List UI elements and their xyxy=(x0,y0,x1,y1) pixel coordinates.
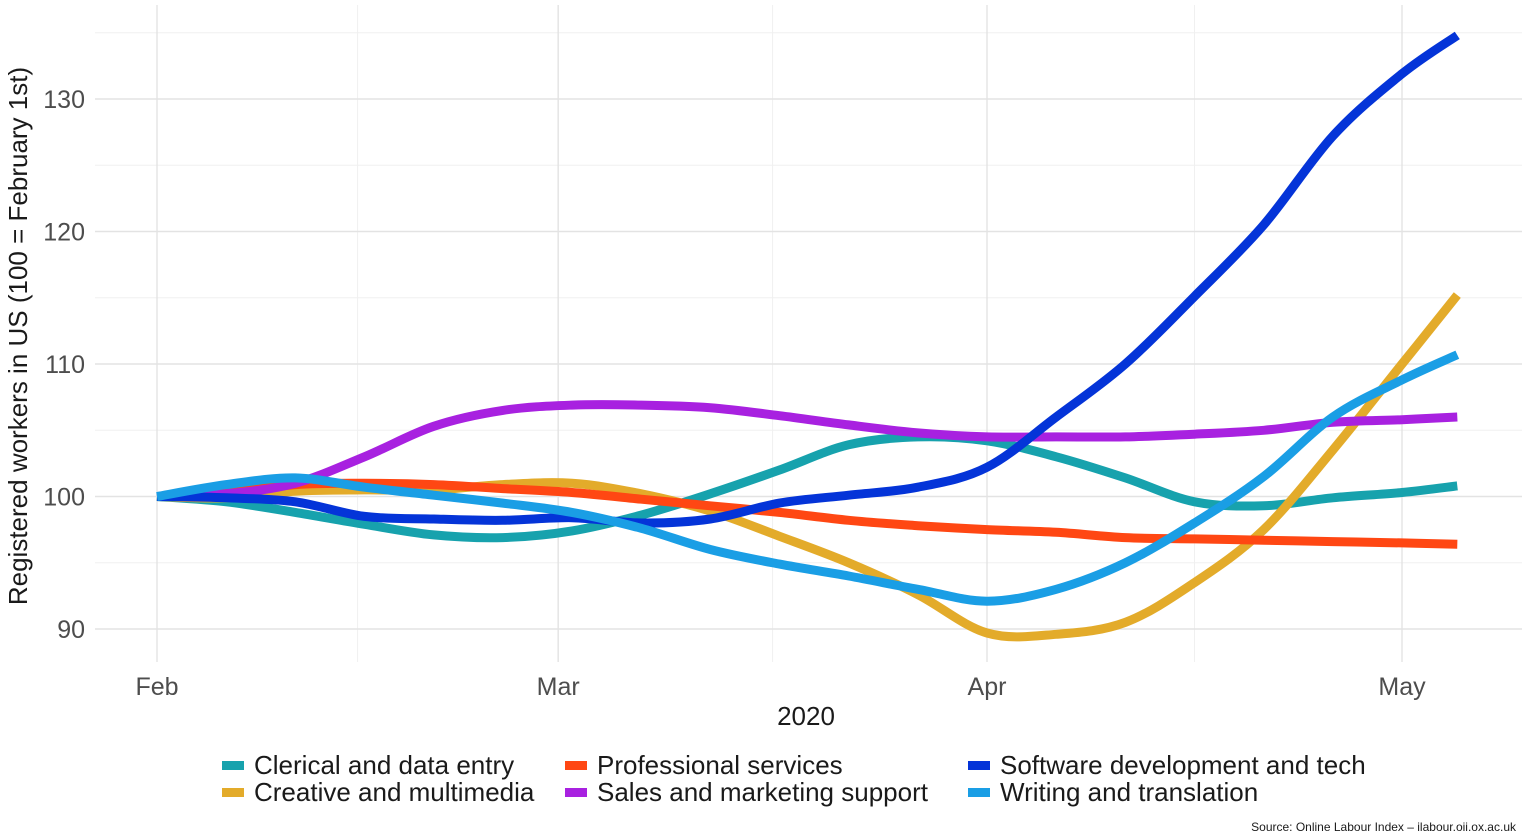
y-axis-ticks: 90 100 110 120 130 xyxy=(43,86,85,644)
legend-item: Software development and tech xyxy=(968,752,1388,779)
series-line-sales-and-marketing-support xyxy=(156,400,1458,501)
x-tick-label: May xyxy=(1378,673,1426,701)
legend-key-swatch xyxy=(222,761,244,770)
legend-key-swatch xyxy=(968,761,990,770)
legend-item: Clerical and data entry xyxy=(222,752,565,779)
major-gridlines xyxy=(95,5,1522,662)
legend-key-swatch xyxy=(222,788,244,797)
legend-key-swatch xyxy=(565,788,587,797)
legend-key-swatch xyxy=(565,761,587,770)
legend-label: Software development and tech xyxy=(1000,750,1366,780)
x-tick-label: Apr xyxy=(968,673,1007,701)
x-tick-label: Mar xyxy=(537,673,580,701)
y-tick-label: 120 xyxy=(43,219,85,247)
legend-key-swatch xyxy=(968,788,990,797)
legend-item: Professional services xyxy=(565,752,968,779)
legend-label: Writing and translation xyxy=(1000,777,1259,807)
legend-label: Professional services xyxy=(597,750,843,780)
x-tick-label: Feb xyxy=(135,673,178,701)
series-lines xyxy=(156,31,1461,642)
y-axis-title: Registered workers in US (100 = February… xyxy=(3,67,33,605)
x-axis-ticks: Feb Mar Apr May xyxy=(135,673,1426,701)
series-line-writing-and-translation xyxy=(156,350,1460,606)
legend-item: Writing and translation xyxy=(968,779,1388,806)
series-line-software-development-and-tech xyxy=(156,31,1460,528)
y-tick-label: 90 xyxy=(57,616,85,644)
legend-label: Clerical and data entry xyxy=(254,750,515,780)
series-line-clerical-and-data-entry xyxy=(156,432,1458,543)
legend-item: Creative and multimedia xyxy=(222,779,565,806)
x-axis-title: 2020 xyxy=(777,701,835,731)
legend-label: Creative and multimedia xyxy=(254,777,535,807)
legend-label: Sales and marketing support xyxy=(597,777,928,807)
source-note: Source: Online Labour Index – ilabour.oi… xyxy=(1251,820,1516,834)
legend-item: Sales and marketing support xyxy=(565,779,968,806)
y-tick-label: 100 xyxy=(43,484,85,512)
y-tick-label: 110 xyxy=(45,351,85,379)
legend: Clerical and data entry Professional serv… xyxy=(222,752,1388,806)
minor-gridlines xyxy=(95,5,1522,662)
line-chart: 90 100 110 120 130 Feb Mar Apr May 2020 Registe… xyxy=(3,5,1522,731)
y-tick-label: 130 xyxy=(43,86,85,114)
